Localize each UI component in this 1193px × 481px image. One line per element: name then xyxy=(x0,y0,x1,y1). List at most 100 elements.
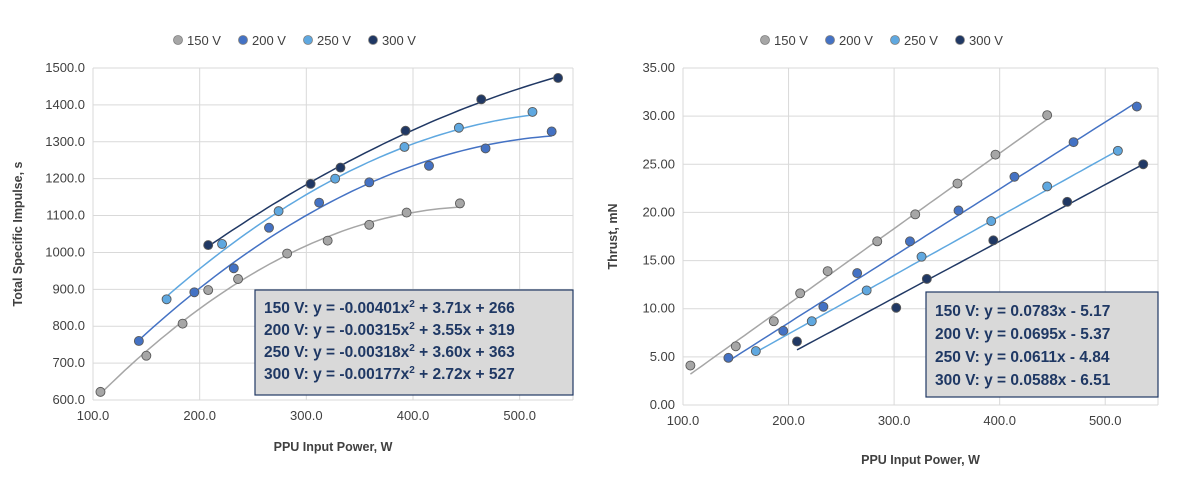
data-point xyxy=(778,325,789,336)
data-point xyxy=(1042,181,1053,192)
trend-equation: 150 V: y = 0.0783x - 5.17 xyxy=(935,303,1110,320)
trend-equation: 300 V: y = 0.0588x - 6.51 xyxy=(935,372,1111,389)
data-point xyxy=(852,268,863,279)
data-point xyxy=(986,216,997,227)
data-point xyxy=(723,352,734,363)
equation-main: 250 V: y = -0.00318x xyxy=(264,344,410,361)
data-point xyxy=(476,94,487,105)
data-point xyxy=(453,122,464,133)
y-tick-label: 35.00 xyxy=(642,60,675,75)
data-point xyxy=(872,236,883,247)
data-point xyxy=(891,302,902,313)
legend-marker xyxy=(890,35,900,45)
data-point xyxy=(546,126,557,137)
data-point xyxy=(904,236,915,247)
legend-marker xyxy=(760,35,770,45)
y-axis-title: Thrust, mN xyxy=(606,204,620,270)
data-point xyxy=(364,219,375,230)
equation-rest: + 3.71x + 266 xyxy=(415,300,515,317)
data-point xyxy=(921,273,932,284)
equation-exponent: 2 xyxy=(409,365,415,376)
equation-box xyxy=(925,291,1159,398)
data-point xyxy=(322,235,333,246)
data-point xyxy=(424,160,434,171)
data-point xyxy=(952,178,963,189)
y-tick-label: 0.00 xyxy=(650,397,675,412)
x-tick-label: 400.0 xyxy=(397,408,430,423)
y-tick-label: 900.0 xyxy=(52,281,85,296)
data-point xyxy=(217,239,228,249)
legend-label: 150 V xyxy=(774,33,808,48)
data-point xyxy=(792,336,802,347)
trendline-300v xyxy=(796,163,1144,351)
equation-main: 200 V: y = -0.00315x xyxy=(264,322,410,339)
trend-equation: 200 V: y = -0.00315x2 + 3.55x + 319 xyxy=(264,321,515,339)
y-tick-label: 1200.0 xyxy=(45,171,85,186)
data-point xyxy=(305,178,316,189)
x-tick-label: 300.0 xyxy=(290,408,323,423)
equation-main: 150 V: y = -0.00401x xyxy=(264,300,410,317)
x-tick-label: 100.0 xyxy=(667,413,700,428)
y-tick-label: 1500.0 xyxy=(45,60,85,75)
trend-equation: 200 V: y = 0.0695x - 5.37 xyxy=(935,326,1110,343)
legend-marker xyxy=(238,35,248,45)
data-point xyxy=(203,240,214,251)
data-point xyxy=(177,318,188,329)
trend-equation: 250 V: y = 0.0611x - 4.84 xyxy=(935,349,1110,366)
legend-label: 150 V xyxy=(187,33,221,48)
y-tick-label: 800.0 xyxy=(52,318,85,333)
trend-equation: 150 V: y = -0.00401x2 + 3.71x + 266 xyxy=(264,299,515,317)
data-point xyxy=(910,209,921,220)
data-point xyxy=(685,360,696,371)
data-point xyxy=(553,73,564,83)
data-point xyxy=(203,285,214,296)
y-tick-label: 600.0 xyxy=(52,392,85,407)
x-tick-label: 500.0 xyxy=(503,408,536,423)
equation-rest: + 3.55x + 319 xyxy=(415,322,515,339)
data-point xyxy=(95,386,106,397)
y-tick-label: 1100.0 xyxy=(46,208,85,223)
legend-marker xyxy=(368,35,378,45)
isp-chart: 100.0 200.0 300.0 400.0 500.0 600.0 700.0 800.0… xyxy=(11,33,574,454)
x-axis-title: PPU Input Power, W xyxy=(274,440,393,454)
legend-label: 300 V xyxy=(382,33,416,48)
data-point xyxy=(1131,101,1142,112)
trend-equation: 300 V: y = -0.00177x2 + 2.72x + 527 xyxy=(264,365,515,383)
data-point xyxy=(861,285,872,296)
data-point xyxy=(1042,110,1053,121)
y-tick-label: 5.00 xyxy=(650,349,675,364)
y-tick-label: 700.0 xyxy=(52,355,85,370)
data-point xyxy=(133,336,144,346)
x-tick-label: 500.0 xyxy=(1089,413,1122,428)
trendline-150v xyxy=(689,117,1050,375)
data-point xyxy=(988,235,999,246)
y-tick-label: 15.00 xyxy=(642,253,675,268)
data-point xyxy=(399,141,410,152)
legend-label: 300 V xyxy=(969,33,1003,48)
data-point xyxy=(335,162,346,173)
legend-label: 250 V xyxy=(317,33,351,48)
equation-box xyxy=(254,289,574,396)
data-point xyxy=(750,346,761,357)
data-point xyxy=(330,173,341,184)
x-tick-label: 200.0 xyxy=(183,408,216,423)
legend-marker xyxy=(825,35,835,45)
data-point xyxy=(1112,145,1123,156)
y-tick-label: 1000.0 xyxy=(45,244,85,259)
data-point xyxy=(480,143,491,154)
data-point xyxy=(730,341,741,352)
data-point xyxy=(228,263,239,274)
trendline-250v xyxy=(755,149,1119,353)
y-axis-title: Total Specific Impulse, s xyxy=(11,161,25,306)
x-tick-label: 400.0 xyxy=(983,413,1016,428)
data-point xyxy=(161,294,172,305)
x-axis-title: PPU Input Power, W xyxy=(861,453,980,467)
data-point xyxy=(818,301,829,312)
y-tick-label: 25.00 xyxy=(642,156,675,171)
data-point xyxy=(1009,171,1020,182)
data-point xyxy=(454,198,465,209)
trendline-200v xyxy=(727,101,1138,362)
legend-marker xyxy=(955,35,965,45)
equation-rest: + 2.72x + 527 xyxy=(415,366,515,383)
y-tick-label: 10.00 xyxy=(642,301,675,316)
